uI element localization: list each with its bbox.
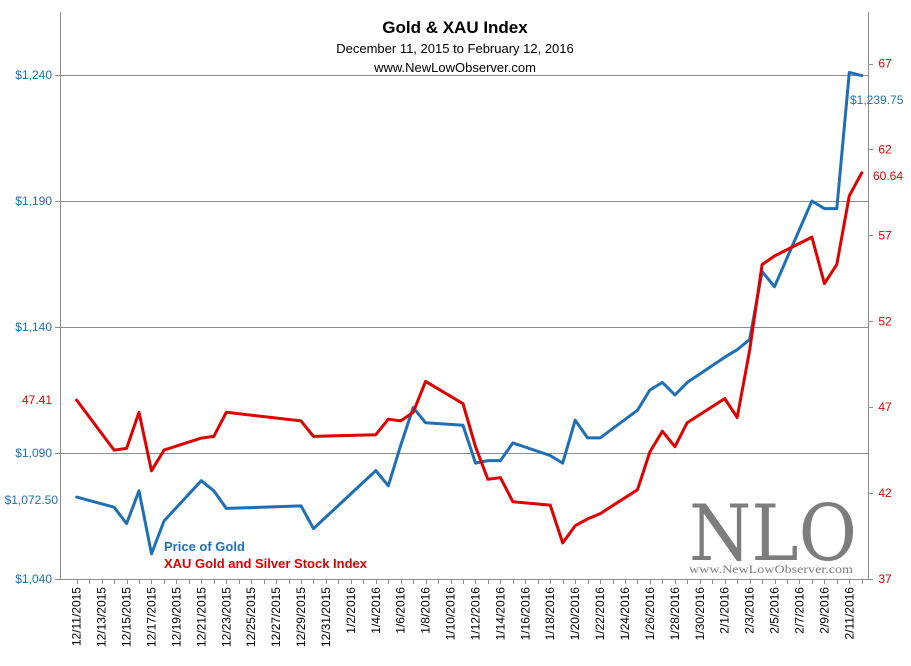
x-tick-label: 2/3/2016 [743,587,757,634]
x-tick-label: 12/17/2015 [144,587,158,647]
axes [55,12,873,584]
x-tick-label: 12/29/2015 [294,587,308,647]
chart-subtitle: December 11, 2015 to February 12, 2016 [336,41,574,56]
gold-start-value-label: $1,072.50 [5,493,59,507]
x-tick-label: 1/24/2016 [618,587,632,641]
series [75,71,864,556]
chart-title: Gold & XAU Index [382,18,528,37]
x-tick-label: 2/11/2016 [842,587,856,640]
left-tick-label: $1,040 [15,572,52,586]
left-tick-label: $1,240 [15,68,52,82]
nlo-logo-text: NLO [689,489,857,579]
x-tick-label: 12/15/2015 [120,587,134,647]
x-tick-label: 1/6/2016 [394,587,408,634]
x-tick-label: 2/7/2016 [792,587,806,634]
x-tick-label: 12/23/2015 [219,587,233,647]
x-tick-label: 2/5/2016 [768,587,782,634]
right-tick-label: 62 [878,142,892,156]
x-tick-label: 1/12/2016 [468,587,482,641]
x-tick-label: 12/27/2015 [269,587,283,647]
x-tick-label: 1/8/2016 [419,587,433,634]
right-tick-label: 37 [878,572,892,586]
x-tick-label: 1/22/2016 [593,587,607,641]
x-tick-label: 1/2/2016 [344,587,358,634]
x-tick-label: 1/10/2016 [444,587,458,641]
legend-gold-label: Price of Gold [164,539,245,554]
x-tick-label: 1/20/2016 [568,587,582,641]
xau-index-line [75,171,864,545]
x-tick-label: 2/9/2016 [817,587,831,634]
x-tick-label: 12/25/2015 [244,587,258,647]
nlo-watermark: NLO www.NewLowObserver.com [689,489,857,579]
legend-xau-label: XAU Gold and Silver Stock Index [164,556,368,571]
right-tick-label: 57 [878,228,892,242]
x-tick-label: 12/31/2015 [319,587,333,647]
x-tick-label: 12/19/2015 [169,587,183,647]
x-tick-label: 1/16/2016 [518,587,532,641]
xau-end-value-label: 60.64 [873,169,903,183]
right-tick-label: 52 [878,314,892,328]
nlo-watermark-url: www.NewLowObserver.com [689,562,854,576]
right-tick-label: 67 [878,57,892,71]
gold-end-value-label: $1,239.75 [850,93,904,107]
axis-labels: $1,040 $1,090 $1,140 $1,190 $1,240 37 42 47 52 57… [15,57,892,648]
x-tick-label: 1/26/2016 [643,587,657,641]
right-tick-label: 47 [878,400,892,414]
x-tick-label: 2/1/2016 [718,587,732,634]
x-tick-label: 1/14/2016 [493,587,507,641]
xau-start-value-label: 47.41 [22,393,52,407]
x-tick-label: 1/28/2016 [668,587,682,641]
x-tick-label: 12/13/2015 [95,587,109,647]
x-tick-label: 12/21/2015 [194,587,208,647]
x-tick-label: 1/30/2016 [693,587,707,641]
left-tick-label: $1,190 [15,194,52,208]
x-tick-label: 1/4/2016 [369,587,383,634]
x-tick-label: 12/11/2015 [70,587,84,646]
left-tick-label: $1,090 [15,446,52,460]
chart-source: www.NewLowObserver.com [373,60,536,75]
right-tick-label: 42 [878,486,892,500]
left-tick-label: $1,140 [15,320,52,334]
x-tick-label: 1/18/2016 [543,587,557,641]
gridlines [60,75,868,454]
